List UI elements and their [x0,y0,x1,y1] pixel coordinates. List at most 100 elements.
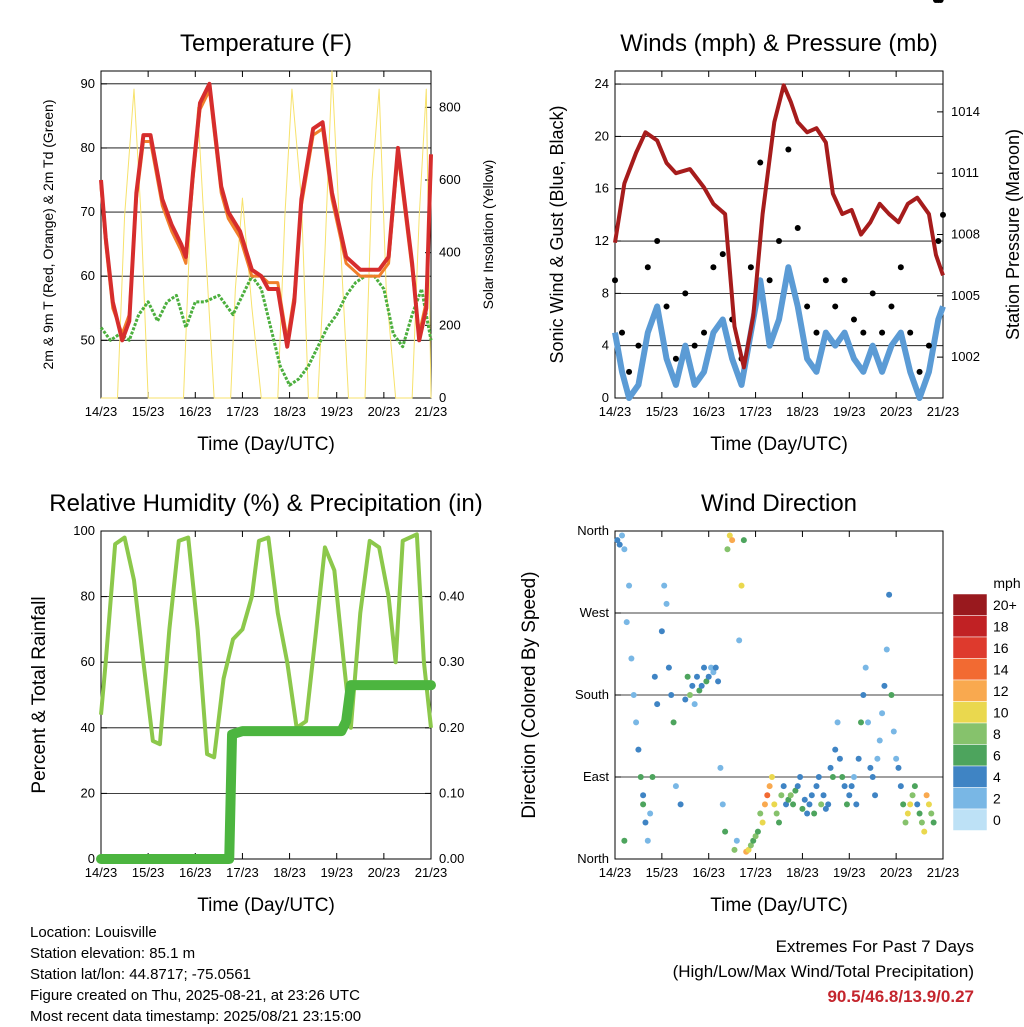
y-tick-label: 70 [81,204,95,219]
x-tick-label: 16/23 [692,404,725,419]
direction-point [694,673,700,680]
direction-point [855,755,862,762]
direction-point [635,746,642,753]
direction-point [754,828,761,835]
direction-point [893,755,900,762]
gust-point [785,146,792,153]
legend-label: 12 [993,683,1009,699]
panel-title: Relative Humidity (%) & Precipitation (i… [49,490,482,517]
direction-point [909,792,916,799]
direction-point [832,746,839,753]
extremes-title: Extremes For Past 7 Days [775,937,974,956]
legend-swatch [952,765,988,788]
direction-point [640,801,647,808]
x-tick-label: 20/23 [368,865,401,880]
x-axis-label: Time (Day/UTC) [197,434,335,455]
y2-tick-label: 0.40 [439,589,464,604]
x-tick-label: 17/23 [739,404,772,419]
gust-point [897,264,904,271]
y-tick-label: 12 [595,233,609,248]
direction-point [815,774,822,780]
legend-label: 10 [993,704,1009,720]
direction-point [689,682,696,689]
direction-point [829,774,836,780]
gust-point [813,329,820,336]
direction-point [811,810,818,817]
direction-point [890,728,897,735]
y2-tick-label: 800 [439,99,461,114]
legend-swatch [952,787,988,810]
direction-point [797,774,804,780]
x-tick-label: 21/23 [927,865,960,880]
direction-point [614,537,621,544]
y-tick-label: 80 [81,140,95,155]
direction-point [869,774,876,780]
extremes-subtitle: (High/Low/Max Wind/Total Precipitation) [672,962,974,981]
direction-point [799,805,806,812]
direction-point [759,819,766,826]
direction-point [825,801,832,808]
direction-point [703,678,710,685]
direction-point [672,783,679,790]
direction-point [888,692,895,698]
gust-point [719,251,726,258]
gust-point [822,277,829,284]
direction-point [717,764,724,771]
y2-tick-label: 0.30 [439,654,464,669]
x-tick-label: 14/23 [85,404,118,419]
direction-point [846,792,853,799]
elevation-text: Station elevation: 85.1 m [30,945,196,962]
direction-point [736,637,743,644]
gust-point [747,264,754,271]
direction-point [806,801,813,808]
series-solar-line [101,70,432,399]
direction-point [820,792,827,799]
direction-point [867,764,874,771]
direction-point [651,673,658,680]
direction-point [686,692,693,698]
direction-point [848,783,855,790]
direction-point [836,755,843,762]
gust-point [907,329,914,336]
x-tick-label: 15/23 [646,404,679,419]
x-tick-label: 20/23 [368,404,401,419]
y2-tick-label: 1008 [951,227,980,242]
x-tick-label: 18/23 [786,865,819,880]
x-tick-label: 18/23 [273,404,306,419]
gust-point [841,277,848,284]
direction-point [925,801,932,808]
direction-point [862,664,869,671]
y2-axis-label: Station Pressure (Maroon) [1003,129,1023,340]
direction-point [902,819,909,826]
direction-point [801,796,808,803]
direction-point [628,655,635,662]
direction-point [747,842,754,849]
direction-point [918,819,925,826]
gust-point [701,329,708,336]
gust-point [776,238,782,245]
legend-swatch [952,701,988,724]
direction-point [928,810,935,817]
x-tick-label: 19/23 [833,404,866,419]
gust-point [612,277,618,284]
latlon-text: Station lat/lon: 44.8717; -75.0561 [30,966,252,983]
direction-point [658,628,665,635]
panel-title: Temperature (F) [180,30,352,57]
y-tick-label: 4 [602,338,609,353]
direction-point [698,682,705,689]
legend-swatch [952,593,988,616]
x-tick-label: 20/23 [880,865,913,880]
y-tick-label: 90 [81,76,95,91]
direction-point [661,582,668,589]
direction-point [780,783,787,790]
x-tick-label: 15/23 [646,865,679,880]
gust-point [940,211,946,218]
legend-label: 14 [993,661,1009,677]
direction-point [750,837,757,844]
direction-point [907,801,914,808]
legend-label: 16 [993,640,1009,656]
direction-point [663,600,670,607]
direction-point [684,673,691,680]
direction-point [804,810,811,817]
direction-point [677,801,684,808]
